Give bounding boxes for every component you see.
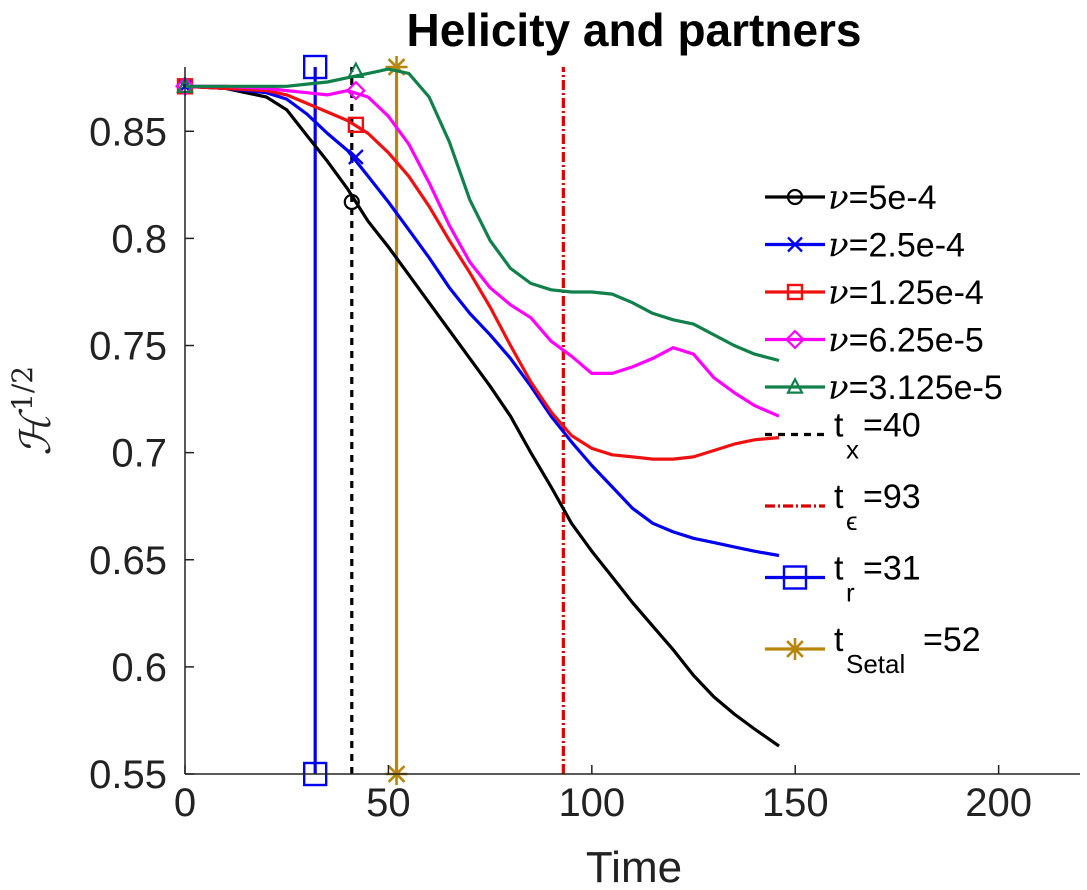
legend-marker-shape <box>787 236 803 253</box>
legend-marker <box>784 638 806 660</box>
legend-label-main: t <box>834 621 844 659</box>
legend-label: ν=1.25e-4 <box>828 273 984 313</box>
chart-title: Helicity and partners <box>406 4 861 56</box>
legend-label-value: =93 <box>863 478 921 516</box>
x-tick-label: 200 <box>965 781 1032 825</box>
series-marker-4-shape <box>345 80 366 101</box>
legend-nu-symbol: ν <box>828 178 849 218</box>
y-axis-label-main: ℋ <box>11 408 60 456</box>
series-marker-2 <box>348 149 364 165</box>
legend-label: ν=5e-4 <box>828 178 937 218</box>
series-marker-4 <box>345 80 366 101</box>
series-line-3 <box>184 84 780 461</box>
legend-marker-shape <box>784 638 806 660</box>
series-line-2 <box>184 84 780 558</box>
legend-label-value: =31 <box>863 550 921 588</box>
vline-setal-marker-top-shape <box>385 56 408 78</box>
plot-area <box>175 54 780 787</box>
legend-label: ν=6.25e-5 <box>828 321 984 361</box>
legend-nu-symbol: ν <box>828 321 849 361</box>
legend-nu-value: =5e-4 <box>849 179 937 217</box>
legend-entry-3: ν=1.25e-4 <box>765 273 984 313</box>
axes: 0 50 100 150 200 0.55 0.6 0.65 0.7 0.75 0.8 0.85 <box>89 67 1080 825</box>
legend-entry-2: ν=2.5e-4 <box>765 226 965 266</box>
series-marker-2-shape <box>348 149 364 165</box>
y-axis-label: ℋ 1/2 <box>6 366 60 456</box>
legend-nu-value: =6.25e-5 <box>849 322 984 360</box>
series-marker-5 <box>347 61 365 78</box>
legend-vline-entry-2: tϵ=93 <box>765 478 921 536</box>
legend-marker <box>785 329 805 350</box>
legend-marker <box>782 565 808 590</box>
series-line-5 <box>185 67 780 363</box>
legend-marker <box>786 283 804 301</box>
legend-entry-5: ν=3.125e-5 <box>765 368 1003 408</box>
legend-marker-shape <box>785 329 805 350</box>
legend-label-main: t <box>834 407 844 445</box>
y-tick-label: 0.65 <box>89 539 167 583</box>
legend-label: ν=2.5e-4 <box>828 226 965 266</box>
vline-r-marker-top-shape <box>302 54 328 80</box>
legend-label-value: =40 <box>863 407 921 445</box>
series-line-1 <box>184 84 780 748</box>
series-line-4 <box>185 84 780 418</box>
y-tick-label: 0.75 <box>89 325 167 369</box>
legend-label: ν=3.125e-5 <box>828 368 1003 408</box>
legend-nu-value: =3.125e-5 <box>849 369 1003 407</box>
legend-marker <box>786 376 804 394</box>
legend-label-main: t <box>834 550 844 588</box>
legend: ν=5e-4ν=2.5e-4ν=1.25e-4ν=6.25e-5ν=3.125e… <box>765 178 1003 679</box>
y-tick-label: 0.55 <box>89 753 167 797</box>
legend-label-subscript: ϵ <box>846 506 858 536</box>
series-marker-3 <box>347 116 365 134</box>
legend-label-subscript: r <box>846 578 855 608</box>
x-tick-label: 50 <box>366 781 411 825</box>
legend-vline-entry-1: tx=40 <box>765 407 921 465</box>
legend-nu-symbol: ν <box>828 226 849 266</box>
x-tick-label: 150 <box>762 781 829 825</box>
y-tick-label: 0.7 <box>111 432 167 476</box>
x-axis-label: Time <box>586 843 682 890</box>
x-tick-label: 0 <box>174 781 196 825</box>
legend-label-main: t <box>834 478 844 516</box>
legend-vline-entry-3: tr =31 <box>765 550 921 608</box>
legend-label-subscript: Setal <box>846 649 905 679</box>
legend-entry-4: ν=6.25e-5 <box>765 321 984 361</box>
legend-marker-shape <box>786 283 804 301</box>
legend-nu-symbol: ν <box>828 273 849 313</box>
legend-marker <box>786 188 804 206</box>
series-marker-3-shape <box>347 116 365 134</box>
vline-setal-marker-top <box>385 56 408 78</box>
legend-nu-value: =2.5e-4 <box>849 227 965 265</box>
series-marker-5-shape <box>347 61 365 78</box>
x-tick-label: 100 <box>558 781 625 825</box>
legend-marker-shape <box>782 565 808 590</box>
legend-nu-value: =1.25e-4 <box>849 274 984 312</box>
series-marker-1 <box>343 193 360 211</box>
legend-marker-shape <box>786 376 804 394</box>
y-tick-label: 0.6 <box>111 646 167 690</box>
y-tick-label: 0.85 <box>89 110 167 154</box>
legend-nu-symbol: ν <box>828 368 849 408</box>
y-tick-label: 0.8 <box>111 217 167 261</box>
legend-label-subscript: x <box>846 435 859 465</box>
legend-marker-shape <box>786 188 804 206</box>
legend-marker <box>787 236 803 253</box>
legend-label-value: =52 <box>923 621 981 659</box>
legend-entry-1: ν=5e-4 <box>765 178 937 218</box>
vline-r-marker-top <box>302 54 328 80</box>
y-axis-label-superscript: 1/2 <box>6 366 39 411</box>
series-marker-1-shape <box>343 193 360 211</box>
